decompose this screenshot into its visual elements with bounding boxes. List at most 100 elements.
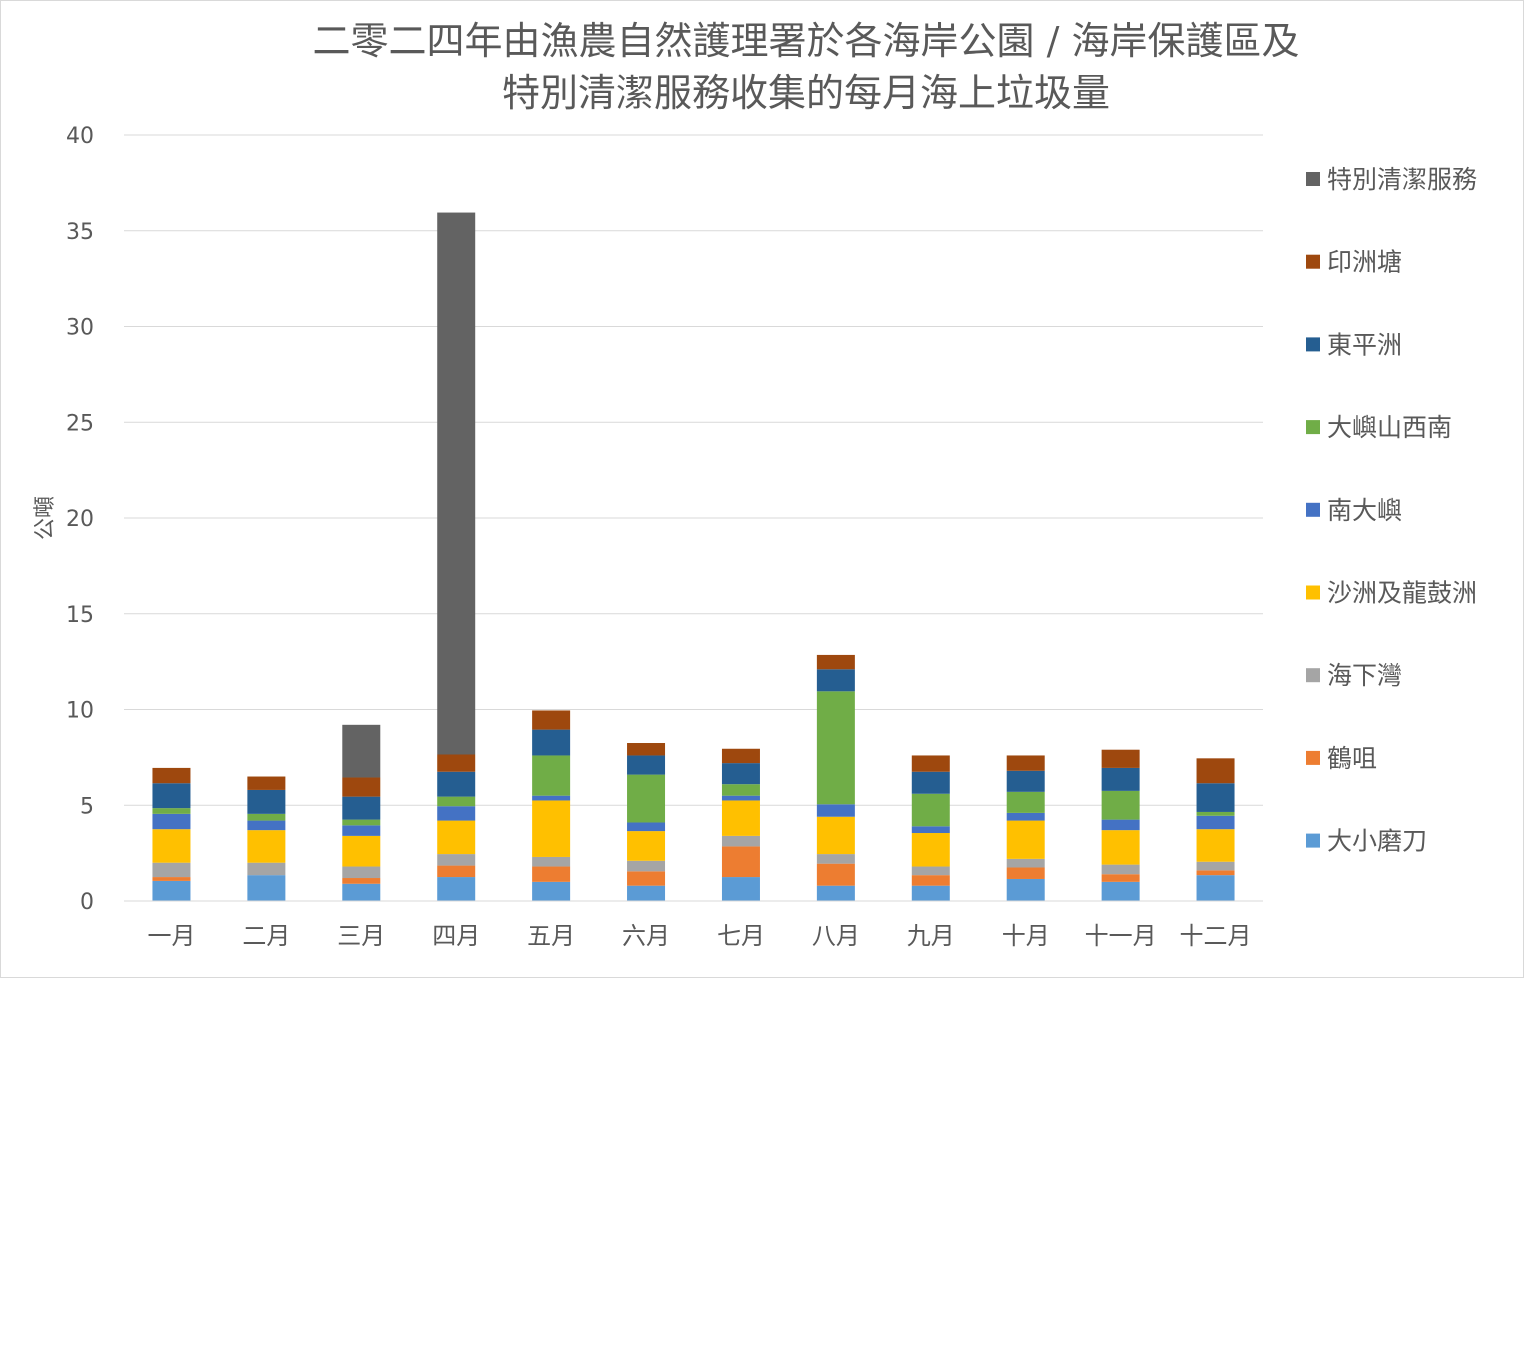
y-tick-label: 15 xyxy=(66,603,94,628)
bar-segment xyxy=(247,862,286,876)
legend-label: 特別清潔服務 xyxy=(1327,165,1477,194)
bar-segment xyxy=(152,813,191,830)
bar-segment xyxy=(437,820,476,855)
chart-title: 二零二四年由漁農自然護理署於各海岸公園 / 海岸保護區及 特別清潔服務收集的每月… xyxy=(1,15,1526,119)
bar-segment xyxy=(247,789,286,814)
bar-segment xyxy=(1006,878,1045,901)
bar-segment xyxy=(816,804,855,817)
legend-label: 大小磨刀 xyxy=(1327,827,1427,856)
bar-segment xyxy=(627,822,666,832)
bar-segment xyxy=(247,875,286,901)
bar-segment xyxy=(342,796,381,820)
bar-segment xyxy=(1006,755,1045,771)
bar-segment xyxy=(721,748,760,764)
bar-segment xyxy=(342,825,381,836)
bar-segment xyxy=(152,783,191,809)
legend-label: 大嶼山西南 xyxy=(1327,413,1452,442)
legend-swatch xyxy=(1306,502,1320,517)
legend-swatch xyxy=(1306,668,1320,683)
y-tick-label: 35 xyxy=(66,220,94,245)
bar-segment xyxy=(1006,858,1045,868)
bar-segment xyxy=(342,819,381,826)
bars xyxy=(152,212,1235,901)
bar-segment xyxy=(627,831,666,861)
bar-segment xyxy=(247,776,286,790)
bar-segment xyxy=(1196,758,1235,784)
legend-swatch xyxy=(1306,750,1320,765)
bar-segment xyxy=(152,877,191,881)
bar-segment xyxy=(342,883,381,901)
legend-swatch xyxy=(1306,337,1320,352)
bar-segment xyxy=(911,833,950,867)
bar-segment xyxy=(247,820,286,831)
bar-segment xyxy=(1101,749,1140,768)
x-tick-label: 三月 xyxy=(337,922,385,950)
bar-segment xyxy=(437,806,476,821)
bar-segment xyxy=(1101,819,1140,831)
bar-segment xyxy=(1196,875,1235,901)
bar-segment xyxy=(816,691,855,805)
y-tick-label: 5 xyxy=(80,794,94,819)
bar-segment xyxy=(911,771,950,794)
bar-segment xyxy=(152,880,191,901)
bar-segment xyxy=(247,813,286,821)
y-tick-label: 10 xyxy=(66,699,94,724)
bar-segment xyxy=(1196,870,1235,876)
bar-segment xyxy=(1196,829,1235,862)
bar-segment xyxy=(1196,815,1235,830)
bar-segment xyxy=(532,866,571,882)
bar-segment xyxy=(816,885,855,901)
bar-segment xyxy=(721,846,760,878)
bar-segment xyxy=(1006,820,1045,859)
bar-segment xyxy=(1101,874,1140,882)
bar-segment xyxy=(1101,767,1140,791)
x-tick-label: 一月 xyxy=(147,922,195,950)
x-tick-label: 十月 xyxy=(1002,922,1050,950)
bar-segment xyxy=(1006,791,1045,813)
gridlines xyxy=(124,134,1263,806)
legend-label: 海下灣 xyxy=(1327,661,1402,690)
bar-segment xyxy=(532,710,571,730)
x-tick-label: 十一月 xyxy=(1085,922,1157,950)
bar-segment xyxy=(437,754,476,772)
bar-segment xyxy=(532,795,571,801)
bar-segment xyxy=(911,826,950,834)
bar-segment xyxy=(1101,881,1140,901)
bar-segment xyxy=(342,878,381,884)
bar-segment xyxy=(437,865,476,878)
legend-label: 沙洲及龍鼓洲 xyxy=(1327,579,1477,608)
legend-swatch xyxy=(1306,172,1320,186)
bar-segment xyxy=(532,729,571,756)
bar-segment xyxy=(152,829,191,863)
y-tick-label: 20 xyxy=(66,507,94,532)
bar-segment xyxy=(532,800,571,857)
bar-segment xyxy=(627,860,666,872)
bar-segment xyxy=(437,854,476,866)
axes: 0 5 10 15 20 25 30 35 40 一月 二月 三月 四月 五月 六月 七月 八月 九月 十月 十一月十… xyxy=(66,124,1263,950)
y-tick-label: 30 xyxy=(66,316,94,341)
bar-segment xyxy=(437,877,476,901)
bar-segment xyxy=(152,808,191,814)
bar-segment xyxy=(342,866,381,879)
bar-segment xyxy=(911,793,950,827)
bar-segment xyxy=(1006,770,1045,792)
legend-swatch xyxy=(1306,585,1320,600)
bar-segment xyxy=(721,795,760,801)
legend-label: 南大嶼 xyxy=(1327,496,1402,525)
bar-segment xyxy=(911,866,950,876)
bar-segment xyxy=(1101,864,1140,875)
x-tick-label: 六月 xyxy=(622,922,670,950)
bar-segment xyxy=(532,755,571,796)
bar-segment xyxy=(816,816,855,855)
bar-segment xyxy=(247,830,286,863)
x-tick-label: 九月 xyxy=(907,922,955,950)
bar-segment xyxy=(816,654,855,670)
legend-swatch xyxy=(1306,254,1320,269)
x-tick-label: 四月 xyxy=(432,922,480,950)
bar-segment xyxy=(721,800,760,836)
bar-segment xyxy=(342,835,381,867)
bar-segment xyxy=(152,862,191,878)
bar-segment xyxy=(721,784,760,796)
legend-label: 東平洲 xyxy=(1327,330,1402,359)
